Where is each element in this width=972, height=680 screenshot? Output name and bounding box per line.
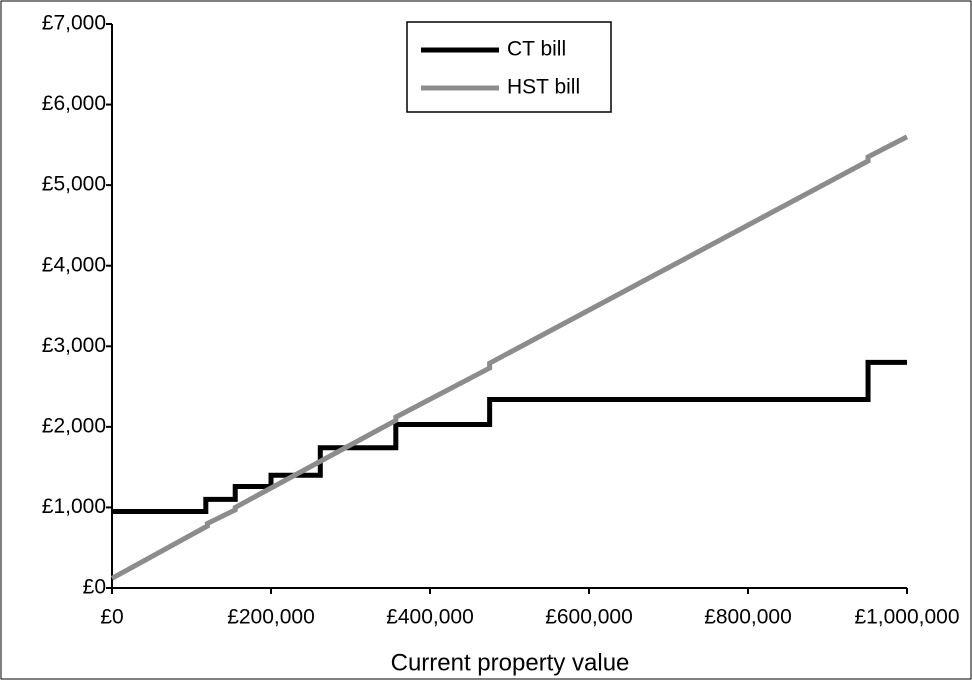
y-tick-label: £7,000 [42,12,106,35]
y-tick-label: £2,000 [42,414,106,437]
y-tick-label: £6,000 [42,92,106,115]
legend-label: HST bill [507,76,580,99]
series-line [110,134,909,581]
y-tick-label: £1,000 [42,495,106,518]
x-axis-label: Current property value [391,649,630,676]
x-tick-label: £600,000 [545,606,633,629]
y-tick-label: £3,000 [42,334,106,357]
x-tick-label: £1,000,000 [854,606,959,629]
legend-box [406,21,612,113]
series-line [112,359,907,514]
x-tick-label: £400,000 [386,606,474,629]
y-tick-label: £5,000 [42,173,106,196]
x-tick-label: £800,000 [704,606,792,629]
x-tick-label: £200,000 [227,606,315,629]
x-tick-label: £0 [100,606,123,629]
y-tick-label: £0 [83,576,106,599]
y-tick-label: £4,000 [42,253,106,276]
legend-label: CT bill [507,38,566,61]
